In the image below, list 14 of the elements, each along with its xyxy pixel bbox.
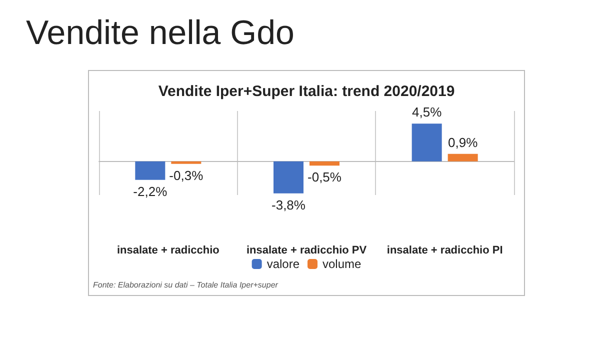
legend-label: volume: [322, 257, 362, 271]
chart-title: Vendite nella Gdo: [26, 14, 294, 53]
x-tick-label: insalate + radicchio: [116, 244, 220, 256]
data-label: 0,9%: [448, 134, 478, 150]
x-tick-label: insalate + radicchio PV: [246, 244, 368, 256]
data-label: -0,5%: [308, 170, 342, 185]
source-note: Fonte: Elaborazioni su dati – Totale Italia Iper+super: [93, 280, 278, 290]
legend-label: valore: [266, 257, 300, 271]
data-label: 4,5%: [412, 104, 442, 120]
x-tick-label: insalate + radicchio PI: [386, 244, 503, 256]
data-label: -3,8%: [272, 197, 306, 212]
data-label: -0,3%: [169, 168, 204, 183]
data-label: -2,2%: [133, 184, 168, 199]
chart-subtitle: Vendite Iper+Super Italia: trend 2020/2019: [158, 83, 455, 100]
